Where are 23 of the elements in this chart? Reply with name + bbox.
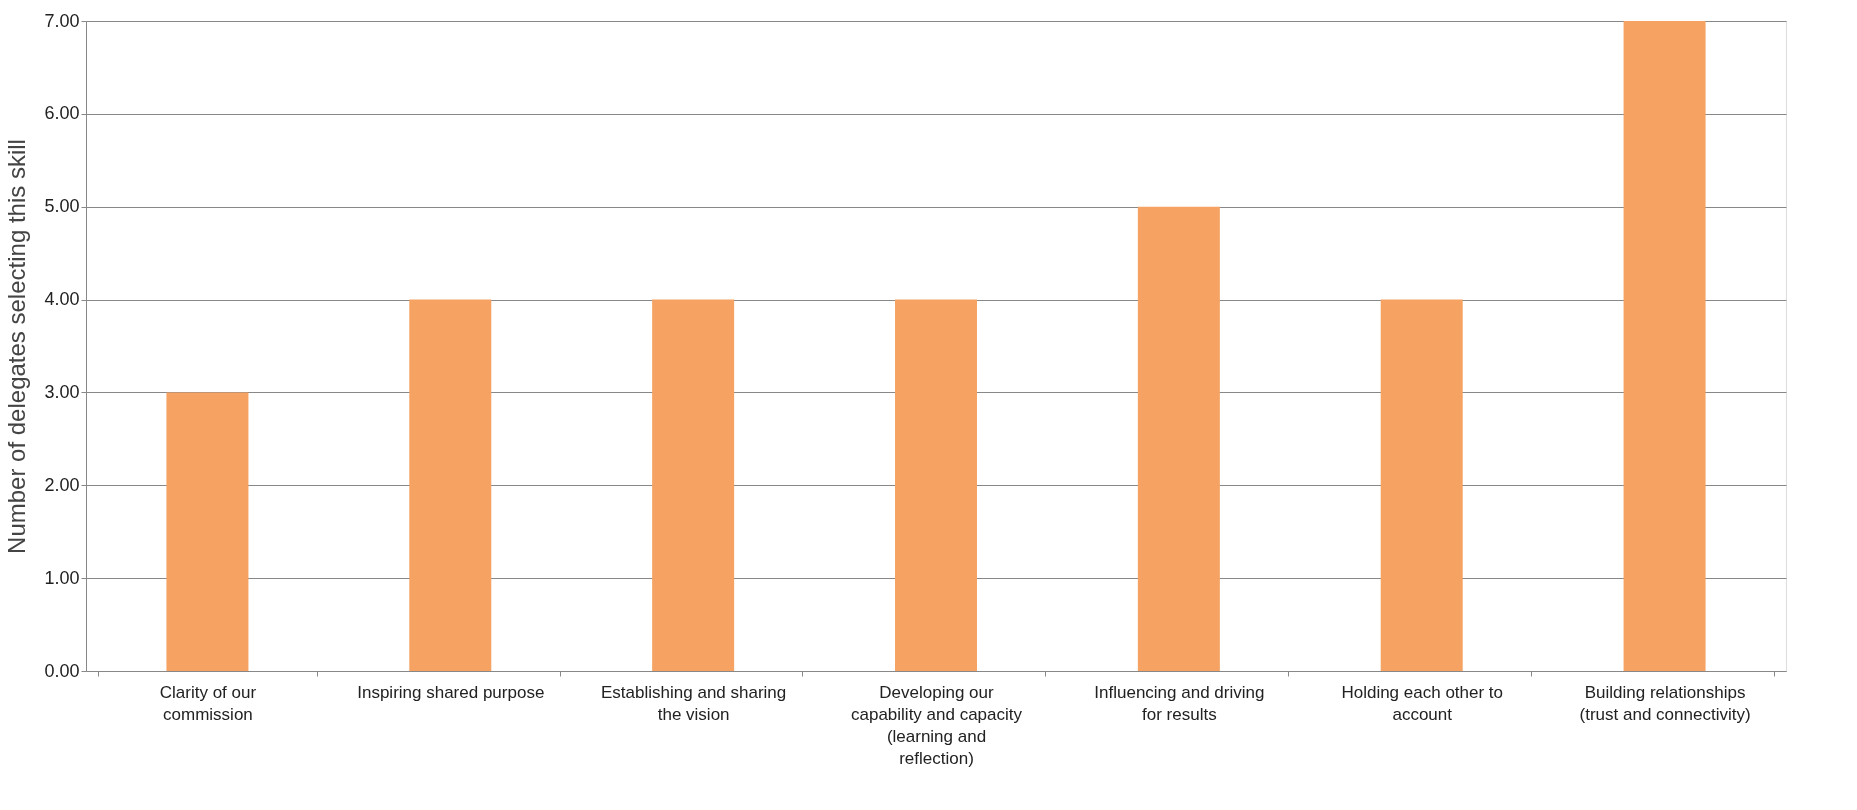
y-axis-title: Number of delegates selecting this skill	[3, 139, 31, 554]
x-tick-label: Developing our capability and capacity (learning and reflection)	[850, 682, 1023, 768]
bar	[895, 299, 977, 671]
y-tick-label: 1.00	[44, 567, 80, 588]
y-tick-label: 3.00	[44, 381, 80, 402]
x-tick-label: Holding each other to account	[1341, 682, 1504, 724]
bar	[409, 299, 492, 671]
bar	[1137, 206, 1220, 671]
bar	[166, 392, 249, 671]
bar	[652, 299, 735, 671]
bar	[1380, 299, 1463, 671]
x-tick-label: Inspiring shared purpose	[357, 682, 545, 702]
y-tick-label: 5.00	[44, 196, 80, 217]
y-tick-label: 7.00	[44, 10, 80, 31]
bar	[1623, 21, 1706, 671]
y-tick-label: 2.00	[44, 474, 80, 495]
y-tick-label: 4.00	[44, 289, 80, 310]
y-tick-label: 0.00	[44, 660, 80, 681]
y-tick-label: 6.00	[44, 103, 80, 124]
x-tick-label: Establishing and sharing the vision	[601, 682, 787, 724]
x-tick-label: Clarity of our commission	[159, 682, 257, 724]
x-tick-label: Influencing and driving for results	[1094, 682, 1265, 724]
x-tick-label: Building relationships (trust and connectivity)	[1579, 682, 1751, 724]
